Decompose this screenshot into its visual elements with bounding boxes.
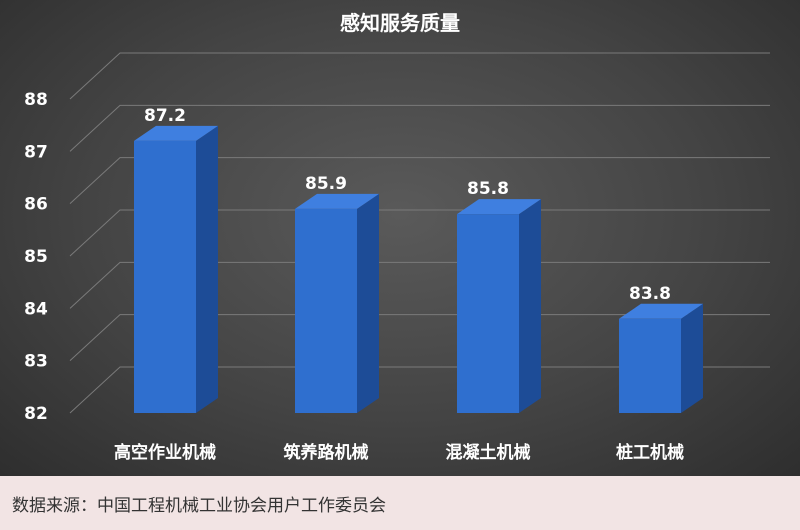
bar-side-face [519,199,541,413]
bar-chart-svg: 感知服务质量 82 83 84 85 86 87 88 87.2 85.9 85.8 83.8 高… [24,11,770,463]
gridline [69,261,770,309]
x-category-label: 桩工机械 [616,442,684,463]
y-tick-label: 84 [24,299,48,319]
y-tick-label: 86 [24,195,48,215]
gridline [69,104,770,152]
y-tick-label: 85 [24,247,48,267]
y-tick-label: 88 [24,90,48,110]
bar-side-face [357,193,379,413]
bar-front-face [134,140,196,413]
gridline [69,52,770,100]
bar-front-face [295,208,357,413]
y-tick-label: 83 [24,352,48,372]
bar [134,125,218,413]
data-label: 83.8 [629,284,671,304]
bar [295,193,379,413]
bar-top-face [134,125,218,141]
y-axis-ticks: 82 83 84 85 86 87 88 [24,90,48,424]
grid-layer [69,52,770,414]
bar-front-face [457,214,519,413]
gridline [69,314,770,362]
y-tick-label: 87 [24,142,48,162]
bar-top-face [619,303,703,319]
bar-side-face [196,125,218,413]
gridline [69,366,770,414]
x-category-label: 混凝土机械 [446,442,531,463]
data-label: 85.8 [467,179,509,199]
bar-front-face [619,318,681,413]
data-labels-layer: 87.2 85.9 85.8 83.8 [144,106,671,304]
x-axis-categories: 高空作业机械 筑养路机械 混凝土机械 桩工机械 [114,442,684,463]
bar-side-face [681,303,703,413]
bar [619,303,703,413]
gridline [69,209,770,257]
data-label: 85.9 [305,174,347,194]
x-category-label: 筑养路机械 [284,442,369,463]
bar-top-face [295,193,379,209]
data-label: 87.2 [144,106,186,126]
source-bar: 数据来源：中国工程机械工业协会用户工作委员会 [0,476,800,530]
chart-title: 感知服务质量 [340,11,460,35]
x-category-label: 高空作业机械 [114,442,216,463]
source-note: 数据来源：中国工程机械工业协会用户工作委员会 [12,495,386,516]
gridline [69,157,770,205]
bars-layer [134,125,703,413]
chart-area: 感知服务质量 82 83 84 85 86 87 88 87.2 85.9 85.8 83.8 高… [0,0,800,476]
bar-top-face [457,199,541,215]
bar [457,199,541,413]
y-tick-label: 82 [24,404,48,424]
